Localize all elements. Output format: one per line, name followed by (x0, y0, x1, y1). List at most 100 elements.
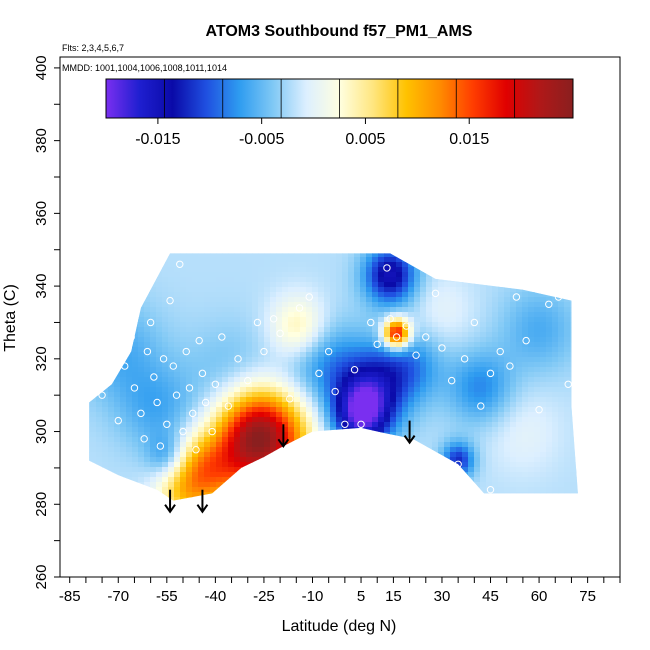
field-cell (618, 287, 625, 293)
field-cell (582, 282, 589, 288)
field-cell (384, 267, 391, 273)
field-cell (330, 482, 337, 488)
field-cell (582, 252, 589, 258)
field-cell (396, 392, 403, 398)
field-cell (438, 442, 445, 448)
field-cell (78, 267, 85, 273)
field-cell (126, 397, 133, 403)
field-cell (168, 427, 175, 433)
field-cell (402, 337, 409, 343)
field-cell (90, 457, 97, 463)
field-cell (318, 297, 325, 303)
field-cell (138, 432, 145, 438)
field-cell (552, 442, 559, 448)
field-cell (474, 387, 481, 393)
field-cell (492, 357, 499, 363)
field-cell (330, 477, 337, 483)
field-cell (372, 277, 379, 283)
field-cell (504, 332, 511, 338)
field-cell (510, 462, 517, 468)
field-cell (234, 372, 241, 378)
field-cell (138, 422, 145, 428)
field-cell (120, 387, 127, 393)
field-cell (150, 412, 157, 418)
field-cell (378, 362, 385, 368)
field-cell (78, 492, 85, 498)
field-cell (240, 362, 247, 368)
field-cell (450, 392, 457, 398)
field-cell (372, 452, 379, 458)
field-cell (432, 482, 439, 488)
field-cell (474, 477, 481, 483)
field-cell (330, 442, 337, 448)
field-cell (168, 397, 175, 403)
field-cell (516, 422, 523, 428)
field-cell (420, 467, 427, 473)
field-cell (522, 297, 529, 303)
field-cell (474, 407, 481, 413)
field-cell (408, 287, 415, 293)
field-cell (540, 457, 547, 463)
field-cell (492, 482, 499, 488)
field-cell (606, 442, 613, 448)
field-cell (444, 432, 451, 438)
field-cell (480, 467, 487, 473)
field-cell (96, 367, 103, 373)
field-cell (522, 362, 529, 368)
field-cell (510, 447, 517, 453)
field-cell (540, 392, 547, 398)
field-cell (348, 347, 355, 353)
field-cell (180, 472, 187, 478)
field-cell (66, 352, 73, 358)
field-cell (582, 352, 589, 358)
field-cell (366, 467, 373, 473)
field-cell (426, 267, 433, 273)
field-cell (120, 337, 127, 343)
field-cell (294, 442, 301, 448)
field-cell (498, 447, 505, 453)
field-cell (462, 502, 469, 508)
field-cell (252, 412, 259, 418)
field-cell (234, 437, 241, 443)
field-cell (78, 452, 85, 458)
field-cell (438, 482, 445, 488)
field-cell (420, 322, 427, 328)
field-cell (474, 402, 481, 408)
field-cell (174, 457, 181, 463)
field-cell (126, 342, 133, 348)
field-cell (282, 492, 289, 498)
field-cell (222, 392, 229, 398)
field-cell (414, 497, 421, 501)
field-cell (198, 282, 205, 288)
field-cell (252, 372, 259, 378)
field-cell (216, 272, 223, 278)
field-cell (534, 262, 541, 268)
field-cell (570, 257, 577, 263)
field-cell (312, 382, 319, 388)
field-cell (312, 472, 319, 478)
field-cell (306, 302, 313, 308)
field-cell (84, 507, 91, 513)
field-cell (336, 287, 343, 293)
field-cell (444, 267, 451, 273)
field-cell (408, 487, 415, 493)
field-cell (216, 507, 223, 513)
field-cell (270, 502, 277, 508)
field-cell (342, 257, 349, 263)
field-cell (96, 262, 103, 268)
field-cell (402, 262, 409, 268)
field-cell (408, 317, 415, 323)
field-cell (546, 377, 553, 383)
field-cell (252, 492, 259, 498)
field-cell (498, 282, 505, 288)
field-cell (402, 312, 409, 318)
field-cell (360, 347, 367, 353)
sample-point (422, 333, 430, 341)
field-cell (408, 327, 415, 333)
field-cell (234, 277, 241, 283)
field-cell (336, 427, 343, 433)
field-cell (450, 482, 457, 488)
field-cell (150, 382, 157, 388)
field-cell (414, 487, 421, 493)
field-cell (390, 347, 397, 353)
